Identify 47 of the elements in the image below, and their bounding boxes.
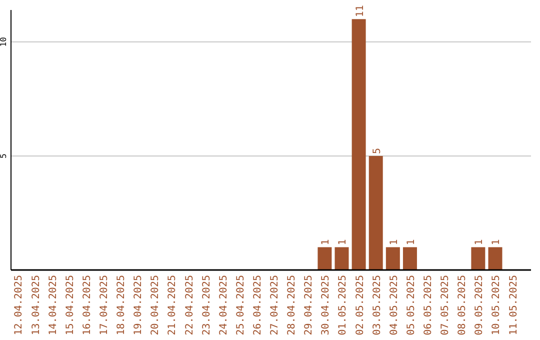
x-tick-label: 12.04.2025 bbox=[14, 275, 25, 336]
x-tick-label: 20.04.2025 bbox=[150, 275, 162, 336]
y-tick-label: 10 bbox=[0, 36, 8, 47]
x-tick-label: 29.04.2025 bbox=[304, 275, 315, 336]
data-label: 1 bbox=[406, 239, 417, 246]
x-tick-label: 05.05.2025 bbox=[406, 275, 417, 336]
x-tick-label: 03.05.2025 bbox=[372, 275, 383, 336]
data-label: 1 bbox=[388, 239, 400, 246]
data-label: 1 bbox=[338, 239, 349, 246]
x-tick-label: 08.05.2025 bbox=[457, 275, 468, 336]
x-tick-label: 27.04.2025 bbox=[270, 275, 281, 336]
data-label: 1 bbox=[491, 239, 502, 246]
x-tick-label: 13.04.2025 bbox=[30, 275, 42, 336]
x-tick-label: 06.05.2025 bbox=[423, 275, 434, 336]
bar bbox=[471, 247, 486, 270]
x-tick-label: 25.04.2025 bbox=[235, 275, 246, 336]
bar bbox=[488, 247, 502, 270]
bar bbox=[318, 247, 332, 270]
x-tick-label: 16.04.2025 bbox=[82, 275, 93, 336]
data-label: 1 bbox=[474, 239, 486, 246]
x-tick-label: 10.05.2025 bbox=[491, 275, 502, 336]
x-tick-label: 22.04.2025 bbox=[184, 275, 196, 336]
bar bbox=[368, 156, 383, 270]
x-tick-label: 04.05.2025 bbox=[388, 275, 400, 336]
x-tick-label: 15.04.2025 bbox=[64, 275, 76, 336]
x-tick-label: 02.05.2025 bbox=[354, 275, 366, 336]
x-tick-label: 28.04.2025 bbox=[286, 275, 298, 336]
data-label: 1 bbox=[320, 239, 332, 246]
bar bbox=[402, 247, 417, 270]
bar bbox=[334, 247, 349, 270]
x-tick-label: 01.05.2025 bbox=[338, 275, 349, 336]
data-label: 11 bbox=[354, 5, 366, 18]
x-tick-label: 18.04.2025 bbox=[116, 275, 128, 336]
x-tick-label: 17.04.2025 bbox=[98, 275, 110, 336]
x-tick-label: 09.05.2025 bbox=[474, 275, 486, 336]
x-tick-label: 14.04.2025 bbox=[48, 275, 59, 336]
bar bbox=[386, 247, 400, 270]
bar bbox=[352, 19, 366, 270]
x-tick-label: 30.04.2025 bbox=[320, 275, 332, 336]
x-tick-label: 24.04.2025 bbox=[218, 275, 230, 336]
x-tick-label: 23.04.2025 bbox=[201, 275, 212, 336]
x-tick-label: 07.05.2025 bbox=[440, 275, 452, 336]
x-tick-label: 21.04.2025 bbox=[167, 275, 178, 336]
data-label: 5 bbox=[372, 148, 383, 154]
x-tick-label: 19.04.2025 bbox=[133, 275, 144, 336]
x-tick-label: 11.05.2025 bbox=[508, 275, 520, 336]
x-tick-label: 26.04.2025 bbox=[252, 275, 264, 336]
